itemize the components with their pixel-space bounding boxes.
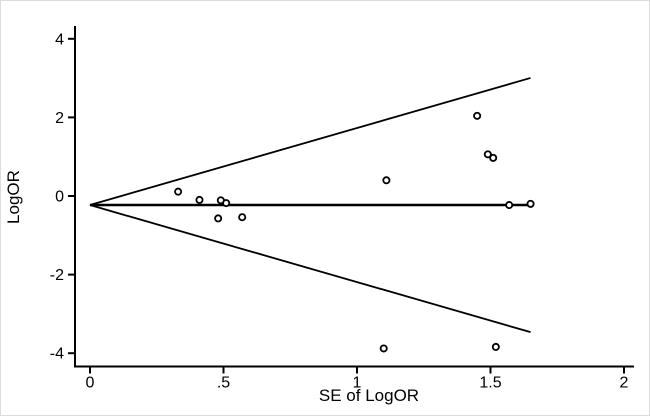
funnel-upper-ci-line xyxy=(89,77,531,206)
x-tick-label: 1.5 xyxy=(479,375,501,392)
data-point xyxy=(505,201,514,210)
y-tick-label: -2 xyxy=(50,267,64,284)
plot-generated-layer: 4 2 0 -2 -4 0 .5 1 1.5 2 xyxy=(50,26,634,392)
x-tick-label: .5 xyxy=(217,375,230,392)
data-point xyxy=(491,342,500,351)
x-tick-label: 1 xyxy=(353,375,362,392)
x-tick-label: 0 xyxy=(86,375,95,392)
data-point xyxy=(214,214,223,223)
data-point xyxy=(174,187,183,196)
x-tick-label: 2 xyxy=(620,375,629,392)
data-point xyxy=(489,153,498,162)
data-point xyxy=(222,199,231,208)
data-point xyxy=(195,195,204,204)
x-axis-title: SE of LogOR xyxy=(319,386,419,405)
y-tick-label: 0 xyxy=(55,189,64,206)
data-point xyxy=(483,150,492,159)
funnel-lower-ci-line xyxy=(89,204,531,333)
data-point xyxy=(473,111,482,120)
data-point xyxy=(379,344,388,353)
y-tick-label: -4 xyxy=(50,346,64,363)
data-point xyxy=(526,199,535,208)
y-axis-title: LogOR xyxy=(4,170,23,224)
data-point xyxy=(382,176,391,185)
y-tick-label: 4 xyxy=(55,31,64,48)
data-point xyxy=(238,213,247,222)
y-tick-label: 2 xyxy=(55,110,64,127)
